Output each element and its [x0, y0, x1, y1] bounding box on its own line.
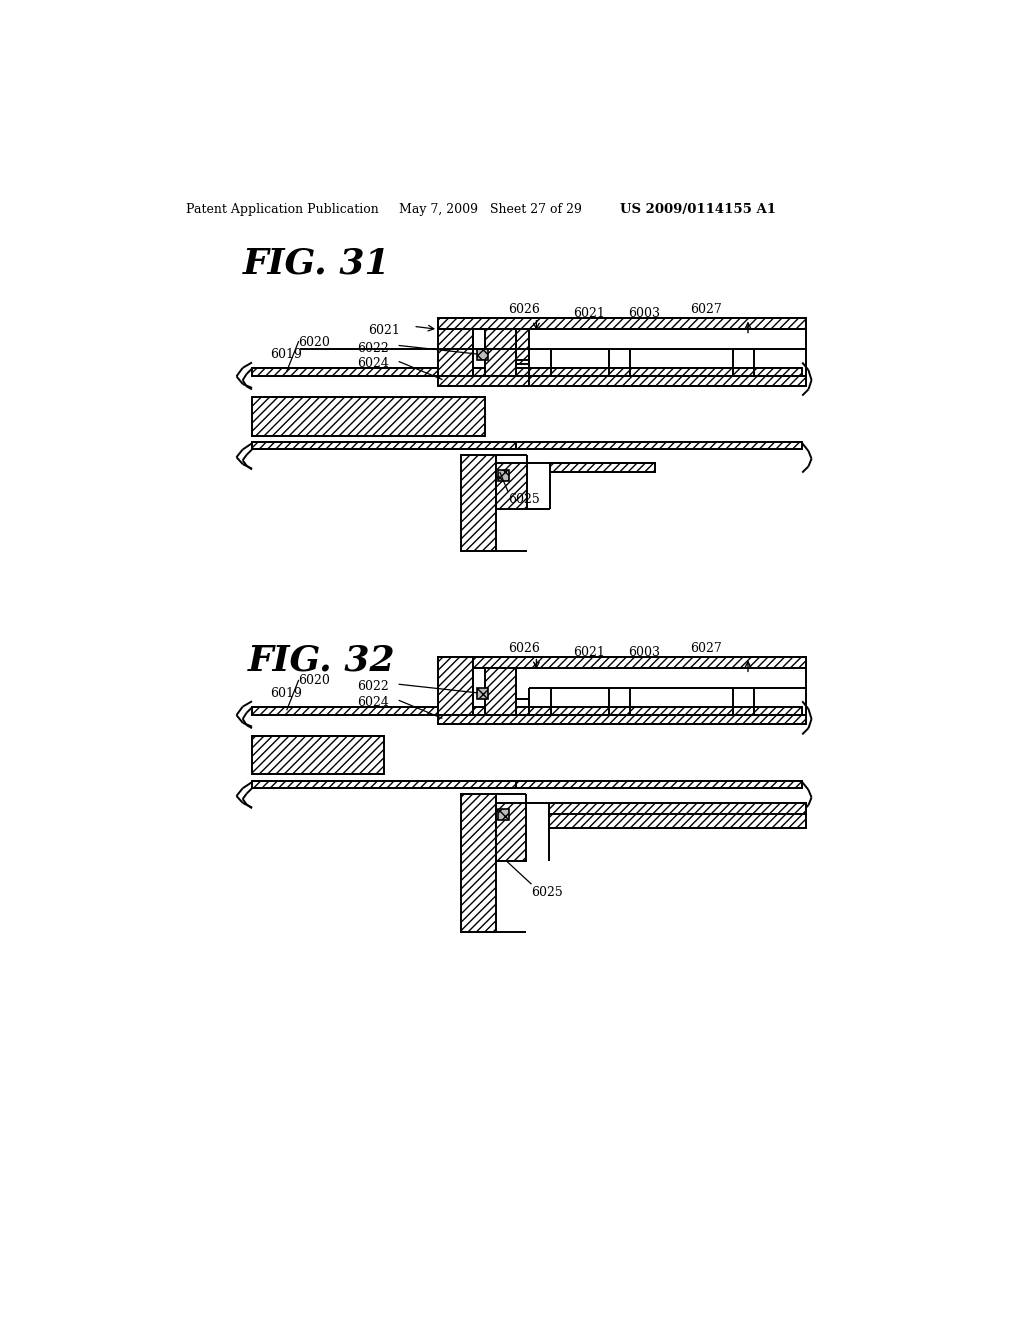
- Bar: [515, 706, 802, 715]
- Bar: [549, 814, 806, 829]
- Text: 6025: 6025: [508, 494, 540, 507]
- Bar: [496, 803, 525, 861]
- Text: US 2009/0114155 A1: US 2009/0114155 A1: [621, 203, 776, 216]
- Bar: [252, 737, 384, 775]
- Bar: [461, 455, 496, 552]
- Text: 6019: 6019: [270, 686, 302, 700]
- Text: Patent Application Publication: Patent Application Publication: [186, 203, 379, 216]
- Text: 6022: 6022: [356, 342, 388, 355]
- Text: 6024: 6024: [356, 696, 388, 709]
- Bar: [438, 376, 529, 385]
- Bar: [252, 442, 678, 449]
- Bar: [438, 656, 806, 668]
- Text: 6019: 6019: [270, 348, 302, 360]
- Bar: [438, 318, 806, 330]
- Bar: [496, 462, 527, 508]
- Text: 6021: 6021: [573, 308, 605, 319]
- Bar: [550, 462, 655, 471]
- Text: 6026: 6026: [508, 304, 540, 317]
- Text: 6020: 6020: [299, 335, 331, 348]
- Bar: [477, 350, 487, 360]
- Text: 6022: 6022: [356, 681, 388, 693]
- Bar: [515, 780, 802, 788]
- Text: 6027: 6027: [690, 304, 722, 317]
- Text: 6027: 6027: [690, 642, 722, 655]
- Bar: [515, 318, 529, 364]
- Bar: [252, 780, 678, 788]
- Bar: [515, 442, 802, 449]
- Bar: [515, 368, 802, 376]
- Text: FIG. 31: FIG. 31: [243, 247, 390, 281]
- Bar: [549, 803, 806, 814]
- Bar: [252, 397, 484, 436]
- Bar: [461, 793, 496, 932]
- Text: 6003: 6003: [628, 645, 659, 659]
- Bar: [498, 809, 509, 820]
- Text: May 7, 2009   Sheet 27 of 29: May 7, 2009 Sheet 27 of 29: [399, 203, 582, 216]
- Bar: [438, 656, 473, 721]
- Text: 6026: 6026: [508, 642, 540, 655]
- Text: FIG. 32: FIG. 32: [248, 644, 395, 677]
- Text: 6021: 6021: [573, 645, 605, 659]
- Bar: [484, 330, 515, 376]
- Bar: [529, 376, 806, 385]
- Bar: [477, 688, 487, 700]
- Text: 6021: 6021: [369, 323, 400, 337]
- Text: 6003: 6003: [628, 308, 659, 319]
- Text: 6020: 6020: [299, 675, 331, 688]
- Bar: [252, 368, 678, 376]
- Bar: [498, 470, 509, 480]
- Bar: [252, 706, 678, 715]
- Bar: [438, 715, 806, 725]
- Bar: [484, 668, 515, 715]
- Text: 6024: 6024: [356, 358, 388, 370]
- Bar: [438, 318, 473, 381]
- Text: 6025: 6025: [531, 886, 563, 899]
